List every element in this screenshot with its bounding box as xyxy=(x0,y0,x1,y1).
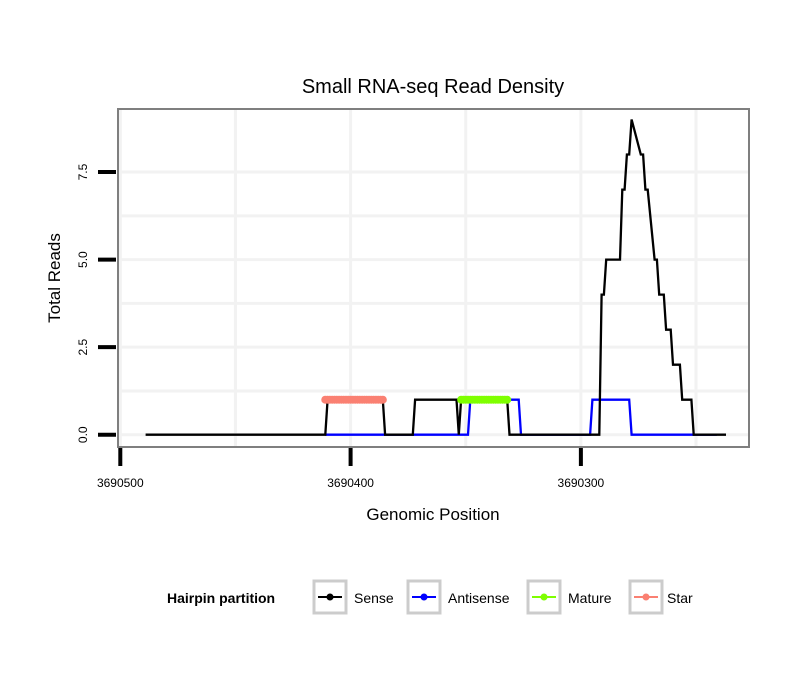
legend-label: Sense xyxy=(354,590,394,606)
y-tick-label: 0.0 xyxy=(76,426,90,443)
legend-label: Mature xyxy=(568,590,612,606)
legend-item-star: Star xyxy=(628,579,693,615)
y-tick-label: 7.5 xyxy=(76,163,90,180)
mature-point xyxy=(503,395,512,404)
plot-background xyxy=(118,109,749,447)
x-axis: 3690500 3690400 3690300 xyxy=(97,448,605,490)
x-tick-label: 3690300 xyxy=(558,476,605,490)
series-star xyxy=(321,395,387,404)
legend-key-point xyxy=(642,593,650,601)
y-tick-label: 5.0 xyxy=(76,251,90,268)
y-tick-label: 2.5 xyxy=(76,339,90,356)
plot-border xyxy=(117,108,750,448)
legend-item-sense: Sense xyxy=(312,579,394,615)
x-tick-label: 3690400 xyxy=(327,476,374,490)
x-tick-label: 3690500 xyxy=(97,476,144,490)
y-axis: 0.0 2.5 5.0 7.5 xyxy=(76,163,116,443)
legend-item-mature: Mature xyxy=(526,579,612,615)
y-axis-title: Total Reads xyxy=(45,233,64,323)
x-axis-title: Genomic Position xyxy=(366,505,499,524)
series-mature xyxy=(457,395,512,404)
legend-item-antisense: Antisense xyxy=(406,579,510,615)
legend-key-point xyxy=(326,593,334,601)
legend-label: Antisense xyxy=(448,590,510,606)
sense-line xyxy=(145,119,726,436)
legend-title: Hairpin partition xyxy=(167,590,275,606)
chart-title: Small RNA-seq Read Density xyxy=(302,76,564,98)
legend-label: Star xyxy=(667,590,693,606)
legend-key-point xyxy=(540,593,548,601)
star-point xyxy=(378,395,387,404)
series-layer xyxy=(145,119,726,436)
plot-panel xyxy=(117,108,750,448)
legend-key-point xyxy=(420,593,428,601)
series-sense xyxy=(145,119,726,436)
legend: Hairpin partition Sense Antisense Mature St… xyxy=(167,579,693,615)
